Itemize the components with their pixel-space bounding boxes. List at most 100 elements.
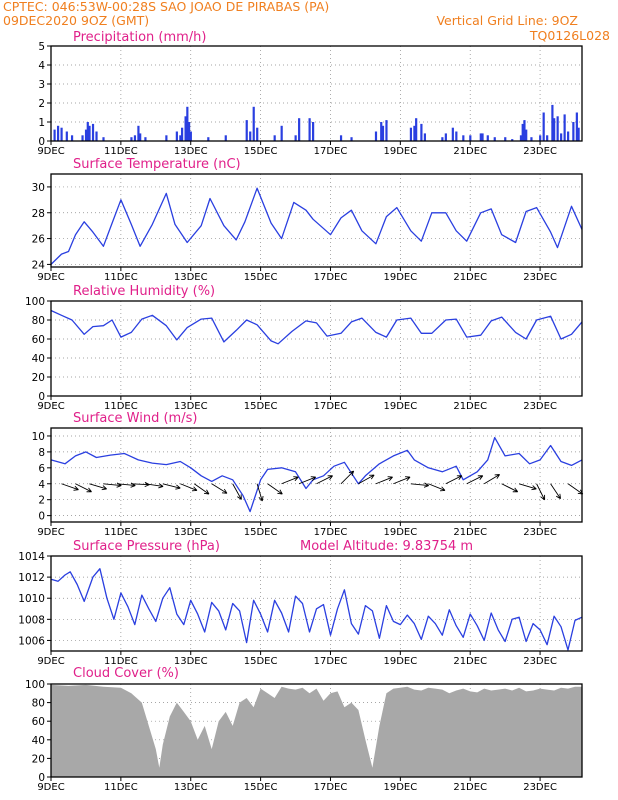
precip-bar [413,125,416,141]
humidity-ytick-label: 80 [32,315,45,327]
cloud-xtick-label: 19DEC [383,782,417,793]
precip-bar [420,123,423,141]
precip-bar [175,131,178,141]
precip-bar [86,122,89,141]
wind-vector-arrow [180,483,198,492]
pressure-xtick-label: 19DEC [383,656,417,667]
humidity-xtick-label: 17DEC [314,401,348,412]
precip-bar [423,133,426,141]
wind-vector-arrow [518,483,537,491]
precip-xtick-label: 19DEC [383,146,417,157]
precip-bar [567,131,570,141]
precip-bar [546,135,549,141]
temperature-xtick-label: 19DEC [383,272,417,283]
precip-bar [504,137,507,141]
wind-vector-arrow [567,483,584,495]
cloud-xtick-label: 11DEC [104,782,138,793]
humidity-xtick-label: 15DEC [244,401,278,412]
wind-vector-arrow [410,482,429,488]
humidity-ytick-label: 60 [32,334,45,346]
wind-ytick-label: 8 [38,447,45,459]
precip-bar [374,131,378,141]
precip-bar [451,127,454,141]
precip-bar [553,118,556,141]
precip-bar [144,137,147,141]
wind-ytick-label: 2 [38,495,45,507]
precip-bar [91,123,95,141]
humidity-xtick-label: 19DEC [383,401,417,412]
precip-bar [415,118,418,141]
wind-vector-arrow [298,476,317,485]
precip-bar [441,137,444,141]
wind-vector-arrow [281,476,299,485]
pressure-xtick-label: 21DEC [453,656,487,667]
precip-bar [165,135,168,141]
header-date: 09DEC2020 9OZ (GMT) [3,13,149,28]
precip-bar [385,120,388,141]
humidity-xtick-label: 21DEC [453,401,487,412]
cloud-ytick-label: 0 [38,772,45,784]
pressure-ytick-label: 1010 [18,593,45,605]
precip-xtick-label: 13DEC [174,146,208,157]
wind-vector-arrow [340,470,355,485]
wind-vector-arrow [393,476,411,485]
wind-vector-arrow [267,483,283,495]
wind-xtick-label: 11DEC [104,527,138,538]
precip-bar [298,118,301,141]
precip-bar [88,125,91,141]
wind-vector-arrow [256,483,264,502]
wind-vector-arrow [483,474,500,485]
precip-bar [350,137,353,141]
humidity-xtick-label: 23DEC [523,401,557,412]
precip-title: Precipitation (mm/h) [73,30,206,45]
temperature-title: Surface Temperature (nC) [73,157,241,172]
precip-bar [523,120,526,141]
wind-vector-arrow [428,483,446,492]
wind-vector-arrow [316,475,333,485]
precip-bar [380,122,383,141]
precip-xtick-label: 21DEC [453,146,487,157]
cloud-title: Cloud Cover (%) [73,666,179,681]
pressure-ytick-label: 1012 [18,572,45,584]
wind-vector-arrow [550,483,561,500]
humidity-ytick-label: 40 [32,353,45,365]
plot-area: 0 1 2 3 4 5 9DEC 11DEC 13DEC 15DEC 17DEC 19DEC 21DEC… [18,41,584,793]
precip-bar [577,127,580,141]
pressure-xtick-label: 11DEC [104,656,138,667]
wind-vector-arrow [61,483,79,491]
temperature-xtick-label: 13DEC [174,272,208,283]
humidity-xtick-label: 11DEC [104,401,138,412]
precip-bar [81,135,84,141]
wind-vector-arrow [75,483,92,493]
precip-bar [139,133,142,141]
precip-bar [308,118,311,141]
precip-bar [409,127,413,141]
wind-title: Surface Wind (m/s) [73,411,197,426]
precip-bar [207,137,210,141]
precip-bar [381,125,385,141]
pressure-xtick-label: 15DEC [244,656,278,667]
precip-bar [249,131,252,141]
cloud-ytick-label: 80 [32,698,45,710]
pressure-ytick-label: 1006 [18,635,45,647]
precip-bar [53,129,56,141]
wind-vector-arrow [536,483,546,501]
precip-bar [479,133,482,141]
temperature-xtick-label: 17DEC [314,272,348,283]
precip-bar [256,127,259,141]
precip-bar [189,131,192,141]
cloud-area [51,684,582,777]
precip-frame [50,45,583,142]
model-altitude: Model Altitude: 9.83754 m [300,539,473,554]
precip-bar [560,133,563,141]
precip-bar [556,116,559,141]
precip-bar [525,129,528,141]
wind-vector-arrow [211,483,228,494]
humidity-ytick-label: 100 [25,296,45,308]
wind-line [50,436,583,513]
wind-vector-arrow [232,483,242,500]
precip-bar [493,137,496,141]
temperature-ytick-label: 30 [32,182,45,194]
precip-bar [102,137,105,141]
wind-xtick-label: 17DEC [314,527,348,538]
